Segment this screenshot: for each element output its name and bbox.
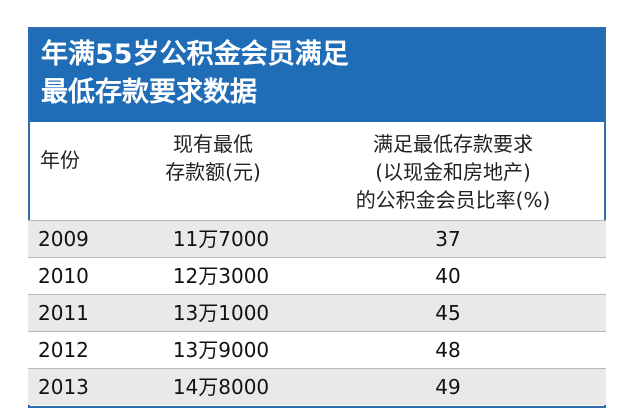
header-year: 年份: [40, 148, 80, 172]
table-header: 年份 现有最低 存款额(元) 满足最低存款要求 (以现金和房地产) 的公积金会员…: [30, 122, 604, 222]
header-rate-line-3: 的公积金会员比率(%): [355, 188, 551, 212]
header-amount-line-1: 现有最低: [173, 132, 253, 156]
header-rate: 满足最低存款要求 (以现金和房地产) 的公积金会员比率(%): [318, 130, 588, 214]
data-table-card: 年满55岁公积金会员满足 最低存款要求数据 年份 现有最低 存款额(元) 满足最…: [28, 27, 606, 408]
header-rate-line-1: 满足最低存款要求: [373, 132, 533, 156]
title-line-2: 最低存款要求数据: [41, 77, 257, 108]
header-amount: 现有最低 存款额(元): [158, 130, 268, 186]
header-rate-line-2: (以现金和房地产): [375, 160, 531, 184]
header-amount-line-2: 存款额(元): [165, 160, 261, 184]
title-line-1: 年满55岁公积金会员满足: [41, 39, 349, 70]
table-title: 年满55岁公积金会员满足 最低存款要求数据: [30, 29, 604, 122]
